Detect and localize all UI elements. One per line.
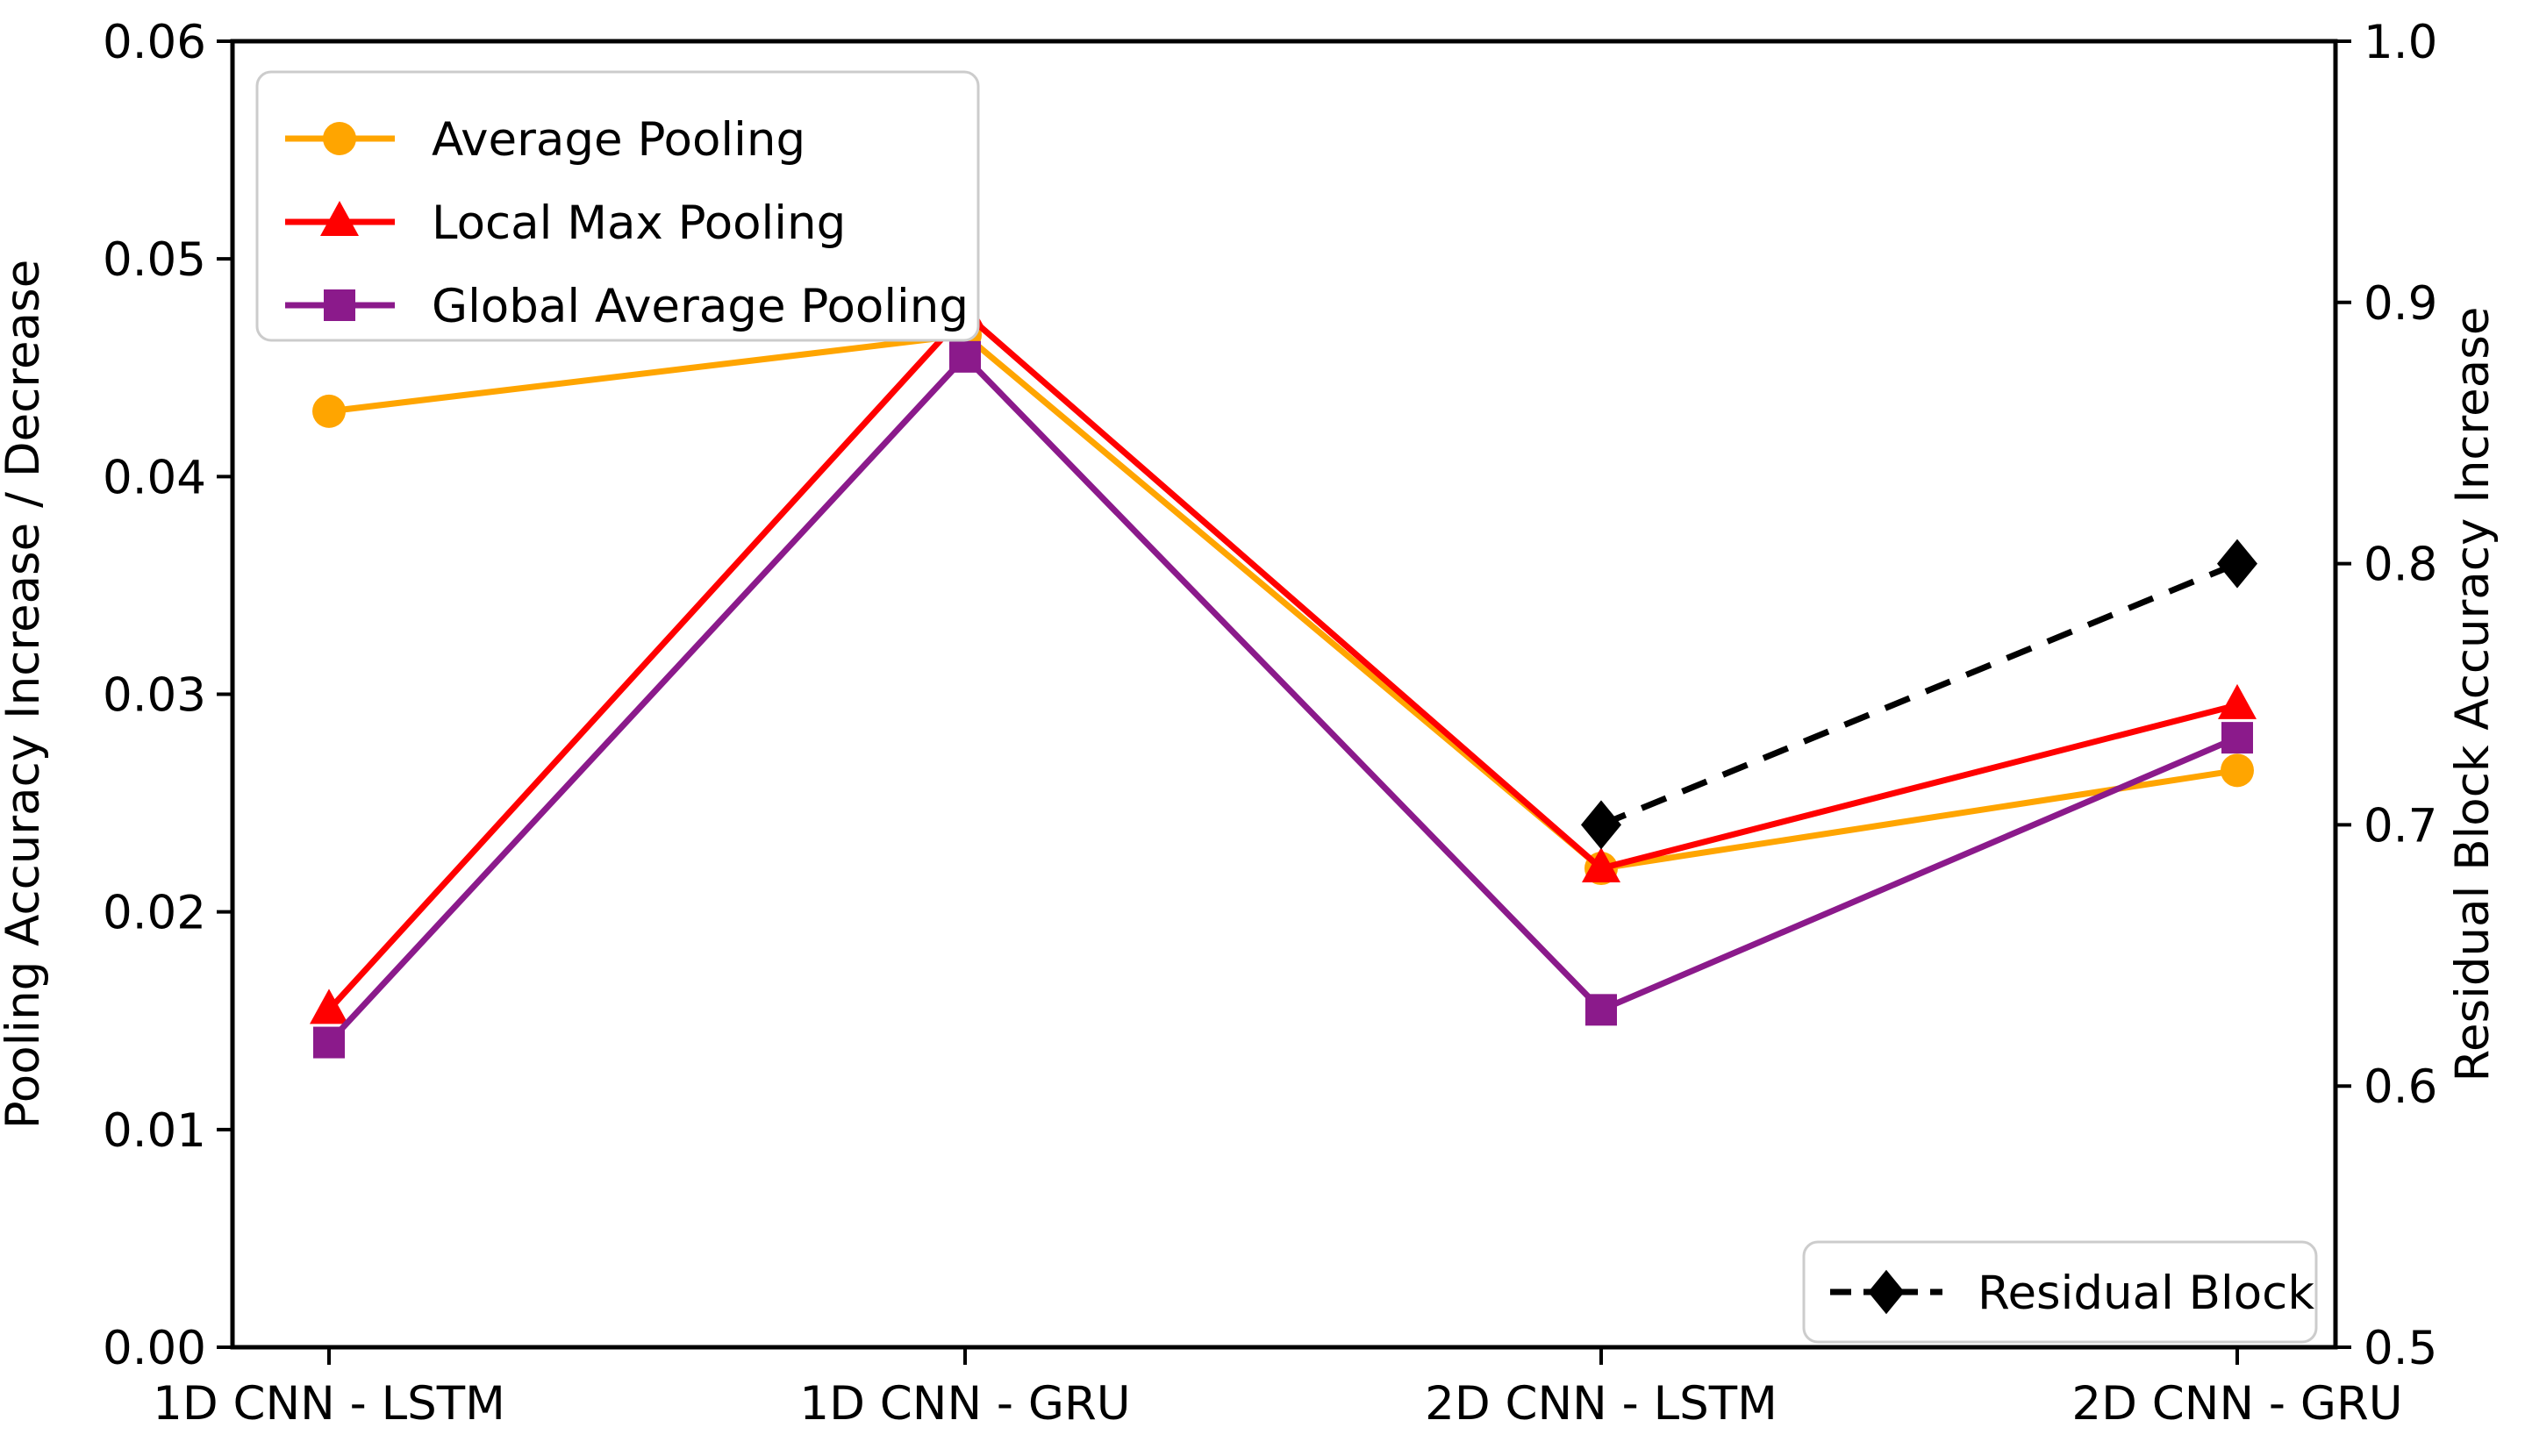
legend-square-icon xyxy=(324,289,355,321)
y-left-tick-label: 0.02 xyxy=(103,887,206,940)
y-right-tick-label: 0.6 xyxy=(2364,1060,2437,1114)
x-tick-label: 1D CNN - GRU xyxy=(799,1377,1130,1431)
square-marker-global-average-pooling xyxy=(949,340,981,373)
triangle-marker-local-max-pooling xyxy=(2218,683,2257,719)
legend-label-residual-block: Residual Block xyxy=(1978,1267,2314,1320)
y-right-axis-title: Residual Block Accuracy Increase xyxy=(2446,307,2500,1082)
diamond-marker-residual-block xyxy=(2217,539,2257,589)
square-marker-global-average-pooling xyxy=(313,1026,345,1059)
series-line-average-pooling xyxy=(328,332,2238,872)
square-marker-global-average-pooling xyxy=(2221,722,2253,754)
diamond-marker-residual-block xyxy=(1581,800,1621,850)
legend-label-global-average-pooling: Global Average Pooling xyxy=(432,280,969,333)
x-tick-label: 2D CNN - GRU xyxy=(2071,1377,2402,1431)
y-left-tick-label: 0.01 xyxy=(103,1104,206,1158)
legend-label-local-max-pooling: Local Max Pooling xyxy=(432,196,846,250)
y-left-tick-label: 0.06 xyxy=(103,16,206,69)
y-left-tick-label: 0.05 xyxy=(103,233,206,287)
legend-diamond-icon xyxy=(1868,1269,1905,1315)
series-global-average-pooling xyxy=(313,340,2253,1059)
triangle-marker-local-max-pooling xyxy=(1582,847,1620,883)
legend-main: Average Pooling Local Max Pooling Global A… xyxy=(255,70,980,342)
y-left-axis-title: Pooling Accuracy Increase / Decrease xyxy=(0,260,50,1130)
y-left-tick-label: 0.04 xyxy=(103,451,206,504)
y-right-tick-label: 0.8 xyxy=(2364,539,2437,592)
legend-secondary-box xyxy=(1802,1240,2318,1344)
legend-circle-icon xyxy=(323,122,356,155)
square-marker-global-average-pooling xyxy=(1585,994,1617,1026)
legend-triangle-icon xyxy=(320,201,359,236)
x-tick-label: 2D CNN - LSTM xyxy=(1425,1377,1778,1431)
x-tick-label: 1D CNN - LSTM xyxy=(153,1377,505,1431)
series-line-residual-block xyxy=(1599,560,2239,828)
axes: 0.00 0.01 0.02 0.03 0.04 0.05 0.06 0.5 0.6 0.7 0.8… xyxy=(0,16,2500,1431)
series-residual-block xyxy=(1581,539,2257,850)
y-right-tick-label: 0.9 xyxy=(2364,277,2437,331)
y-right-tick-label: 0.7 xyxy=(2364,799,2437,853)
y-right-tick-label: 0.5 xyxy=(2364,1322,2437,1375)
y-right-tick-label: 1.0 xyxy=(2364,16,2437,69)
legend-label-average-pooling: Average Pooling xyxy=(432,113,805,167)
y-left-tick-label: 0.03 xyxy=(103,669,206,723)
series-line-local-max-pooling xyxy=(326,309,2238,1012)
legend-secondary: Residual Block xyxy=(1802,1240,2318,1344)
series-line-global-average-pooling xyxy=(326,352,2239,1045)
circle-marker-average-pooling xyxy=(2221,753,2254,788)
legend-main-box xyxy=(255,70,980,342)
circle-marker-average-pooling xyxy=(312,394,346,428)
triangle-marker-local-max-pooling xyxy=(310,989,348,1024)
y-left-tick-label: 0.00 xyxy=(103,1322,206,1375)
